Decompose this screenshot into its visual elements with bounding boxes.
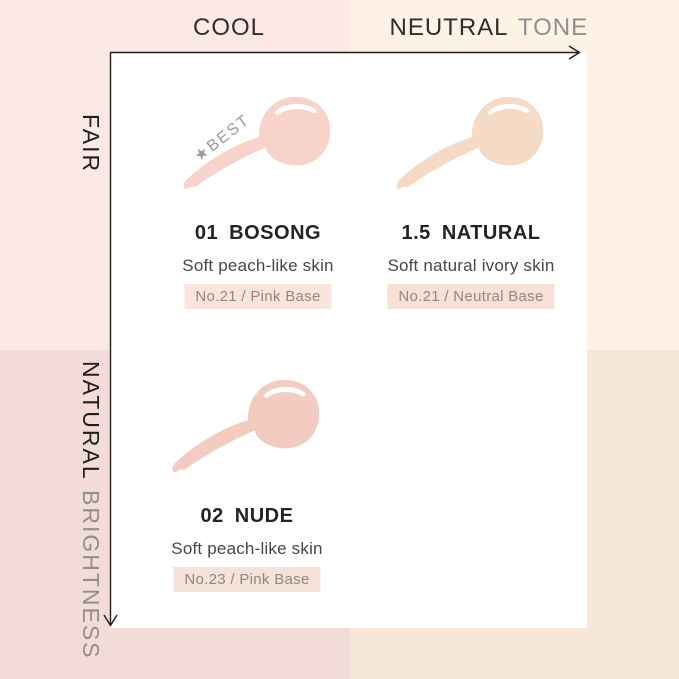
shade-description: Soft peach-like skin (171, 539, 323, 558)
shade-name: BOSONG (229, 222, 322, 244)
x-axis-tick-neutral: NEUTRAL (389, 14, 509, 41)
swatch-gloss-highlight (274, 103, 317, 115)
y-axis-tick-natural: NATURAL (78, 361, 104, 481)
shade-title: 01 BOSONG (163, 222, 353, 245)
shade-base-badge: No.21 / Pink Base (184, 284, 332, 309)
shade-number: 01 (194, 222, 219, 244)
swatch-smear-shape (396, 96, 544, 190)
shade-name: NATURAL (441, 222, 541, 244)
y-axis-title: BRIGHTNESS (78, 490, 104, 660)
shade-number: 1.5 (401, 222, 431, 244)
swatch-smear (172, 379, 320, 473)
y-axis-tick-fair: FAIR (78, 114, 104, 174)
shade-description: Soft peach-like skin (182, 256, 334, 275)
shade-card-bosong: ★BEST 01 BOSONG Soft peach-like skin No.2… (163, 94, 353, 319)
swatch-gloss-highlight (487, 103, 530, 115)
shade-description: Soft natural ivory skin (387, 256, 555, 275)
swatch-smear-shape (183, 96, 331, 190)
x-axis-title: TONE (517, 14, 589, 41)
shade-card-nude: 02 NUDE Soft peach-like skin No.23 / Pink… (152, 377, 342, 602)
swatch-smear-shape (172, 379, 320, 473)
swatch-smear (183, 96, 331, 190)
swatch-gloss-highlight (263, 386, 306, 398)
shade-name: NUDE (234, 505, 294, 527)
swatch-smear (396, 96, 544, 190)
shade-base-badge: No.23 / Pink Base (173, 567, 321, 592)
shade-title: 1.5 NATURAL (376, 222, 566, 245)
x-axis-tick-cool: COOL (192, 14, 265, 41)
shade-number: 02 (200, 505, 224, 527)
shade-card-natural: 1.5 NATURAL Soft natural ivory skin No.21… (376, 94, 566, 319)
shade-base-badge: No.21 / Neutral Base (387, 284, 555, 309)
shade-title: 02 NUDE (152, 505, 342, 528)
